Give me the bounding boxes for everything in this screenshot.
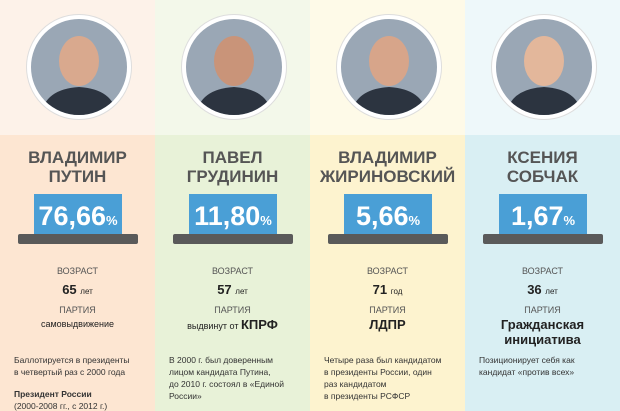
candidate-name: ВЛАДИМИР ПУТИН xyxy=(0,148,155,186)
percent-unit: % xyxy=(408,213,421,228)
description-line: Позиционирует себя как xyxy=(479,355,575,365)
percent-box: 5,66% xyxy=(344,194,432,238)
party-name: КПРФ xyxy=(240,317,278,332)
portrait xyxy=(196,36,272,115)
candidate-name: КСЕНИЯ СОБЧАК xyxy=(465,148,620,186)
party-label: ПАРТИЯ xyxy=(369,305,406,315)
party-note: выдвинут от xyxy=(187,321,239,331)
party: выдвинут от КПРФ xyxy=(155,318,310,333)
party: Гражданская инициатива xyxy=(465,318,620,348)
percent-value: 11,80 xyxy=(194,201,261,231)
percent-value: 76,66 xyxy=(38,201,106,231)
candidate-photo xyxy=(337,15,441,119)
description-line: в президенты РСФСР xyxy=(324,391,411,401)
party-label: ПАРТИЯ xyxy=(214,305,251,315)
age-unit: лет xyxy=(545,287,558,296)
age-value: 65 xyxy=(62,282,77,297)
party-name: Гражданская xyxy=(500,317,585,332)
description-line: в президенты России, один xyxy=(324,367,432,377)
description: Четыре раза был кандидатом в президенты Р… xyxy=(324,354,464,402)
ballot-tray xyxy=(173,234,293,244)
description-line: до 2010 г. состоял в «Единой xyxy=(169,379,285,389)
description-line: кандидат «против всех» xyxy=(479,367,575,377)
party-note: самовыдвижение xyxy=(40,319,115,329)
age: 65 лет xyxy=(0,282,155,297)
party-name: ЛДПР xyxy=(369,317,406,332)
candidate-photo xyxy=(182,15,286,119)
age: 36 лет xyxy=(465,282,620,297)
candidate-column: ВЛАДИМИР ЖИРИНОВСКИЙ 5,66% ВОЗРАСТ 71 год ПАР… xyxy=(310,0,465,411)
age-unit: лет xyxy=(235,287,248,296)
age-value: 57 xyxy=(217,282,232,297)
candidate-column: ВЛАДИМИР ПУТИН 76,66% ВОЗРАСТ 65 лет ПАРТИЯ са… xyxy=(0,0,155,411)
description-line: Четыре раза был кандидатом xyxy=(324,355,442,365)
ballot-tray xyxy=(483,234,603,244)
party-label: ПАРТИЯ xyxy=(59,305,96,315)
percent-unit: % xyxy=(260,213,272,228)
description-line: лицом кандидата Путина, xyxy=(169,367,271,377)
age-label: ВОЗРАСТ xyxy=(56,266,99,276)
name-line: ВЛАДИМИР xyxy=(338,148,437,167)
percent-value: 1,67 xyxy=(510,201,564,231)
candidate-name: ПАВЕЛ ГРУДИНИН xyxy=(155,148,310,186)
age-label: ВОЗРАСТ xyxy=(521,266,564,276)
age-unit: год xyxy=(390,287,403,296)
name-line: СОБЧАК xyxy=(506,167,579,186)
portrait xyxy=(351,36,427,115)
party: самовыдвижение xyxy=(0,318,155,331)
percent-box: 11,80% xyxy=(189,194,277,238)
description-line: Баллотируется в президенты xyxy=(14,355,130,365)
age-label: ВОЗРАСТ xyxy=(366,266,409,276)
portrait xyxy=(41,36,117,115)
party: ЛДПР xyxy=(310,318,465,333)
percent-box: 76,66% xyxy=(34,194,122,238)
percent-unit: % xyxy=(106,213,118,228)
age-unit: лет xyxy=(80,287,93,296)
candidate-name: ВЛАДИМИР ЖИРИНОВСКИЙ xyxy=(310,148,465,186)
party-name: инициатива xyxy=(504,332,581,347)
percent-value: 5,66 xyxy=(355,201,409,231)
description-line: раз кандидатом xyxy=(324,379,387,389)
note: (2000-2008 гг., с 2012 г.) xyxy=(14,401,108,411)
percent-box: 1,67% xyxy=(499,194,587,238)
age: 71 год xyxy=(310,282,465,297)
description-line: России» xyxy=(169,391,202,401)
name-line: ПАВЕЛ xyxy=(202,148,263,167)
age: 57 лет xyxy=(155,282,310,297)
age-label: ВОЗРАСТ xyxy=(211,266,254,276)
description: В 2000 г. был доверенным лицом кандидата … xyxy=(169,354,309,402)
percent-unit: % xyxy=(563,213,576,228)
name-line: ЖИРИНОВСКИЙ xyxy=(319,167,456,186)
ballot-tray xyxy=(18,234,138,244)
ballot-tray xyxy=(328,234,448,244)
age-value: 36 xyxy=(527,282,542,297)
candidate-column: ПАВЕЛ ГРУДИНИН 11,80% ВОЗРАСТ 57 лет ПАРТИЯ вы… xyxy=(155,0,310,411)
name-line: ПУТИН xyxy=(48,167,107,186)
candidate-photo xyxy=(27,15,131,119)
description-line: В 2000 г. был доверенным xyxy=(169,355,274,365)
description-line: в четвертый раз с 2000 года xyxy=(14,367,126,377)
candidate-column: КСЕНИЯ СОБЧАК 1,67% ВОЗРАСТ 36 лет ПАРТИЯ Граж… xyxy=(465,0,620,411)
candidate-photo xyxy=(492,15,596,119)
name-line: ВЛАДИМИР xyxy=(28,148,127,167)
name-line: ГРУДИНИН xyxy=(186,167,279,186)
note-title: Президент России xyxy=(14,389,92,399)
name-line: КСЕНИЯ xyxy=(507,148,578,167)
portrait xyxy=(506,36,582,115)
party-label: ПАРТИЯ xyxy=(524,305,561,315)
description: Баллотируется в президенты в четвертый ра… xyxy=(14,354,154,411)
description: Позиционирует себя как кандидат «против в… xyxy=(479,354,619,378)
age-value: 71 xyxy=(372,282,388,297)
